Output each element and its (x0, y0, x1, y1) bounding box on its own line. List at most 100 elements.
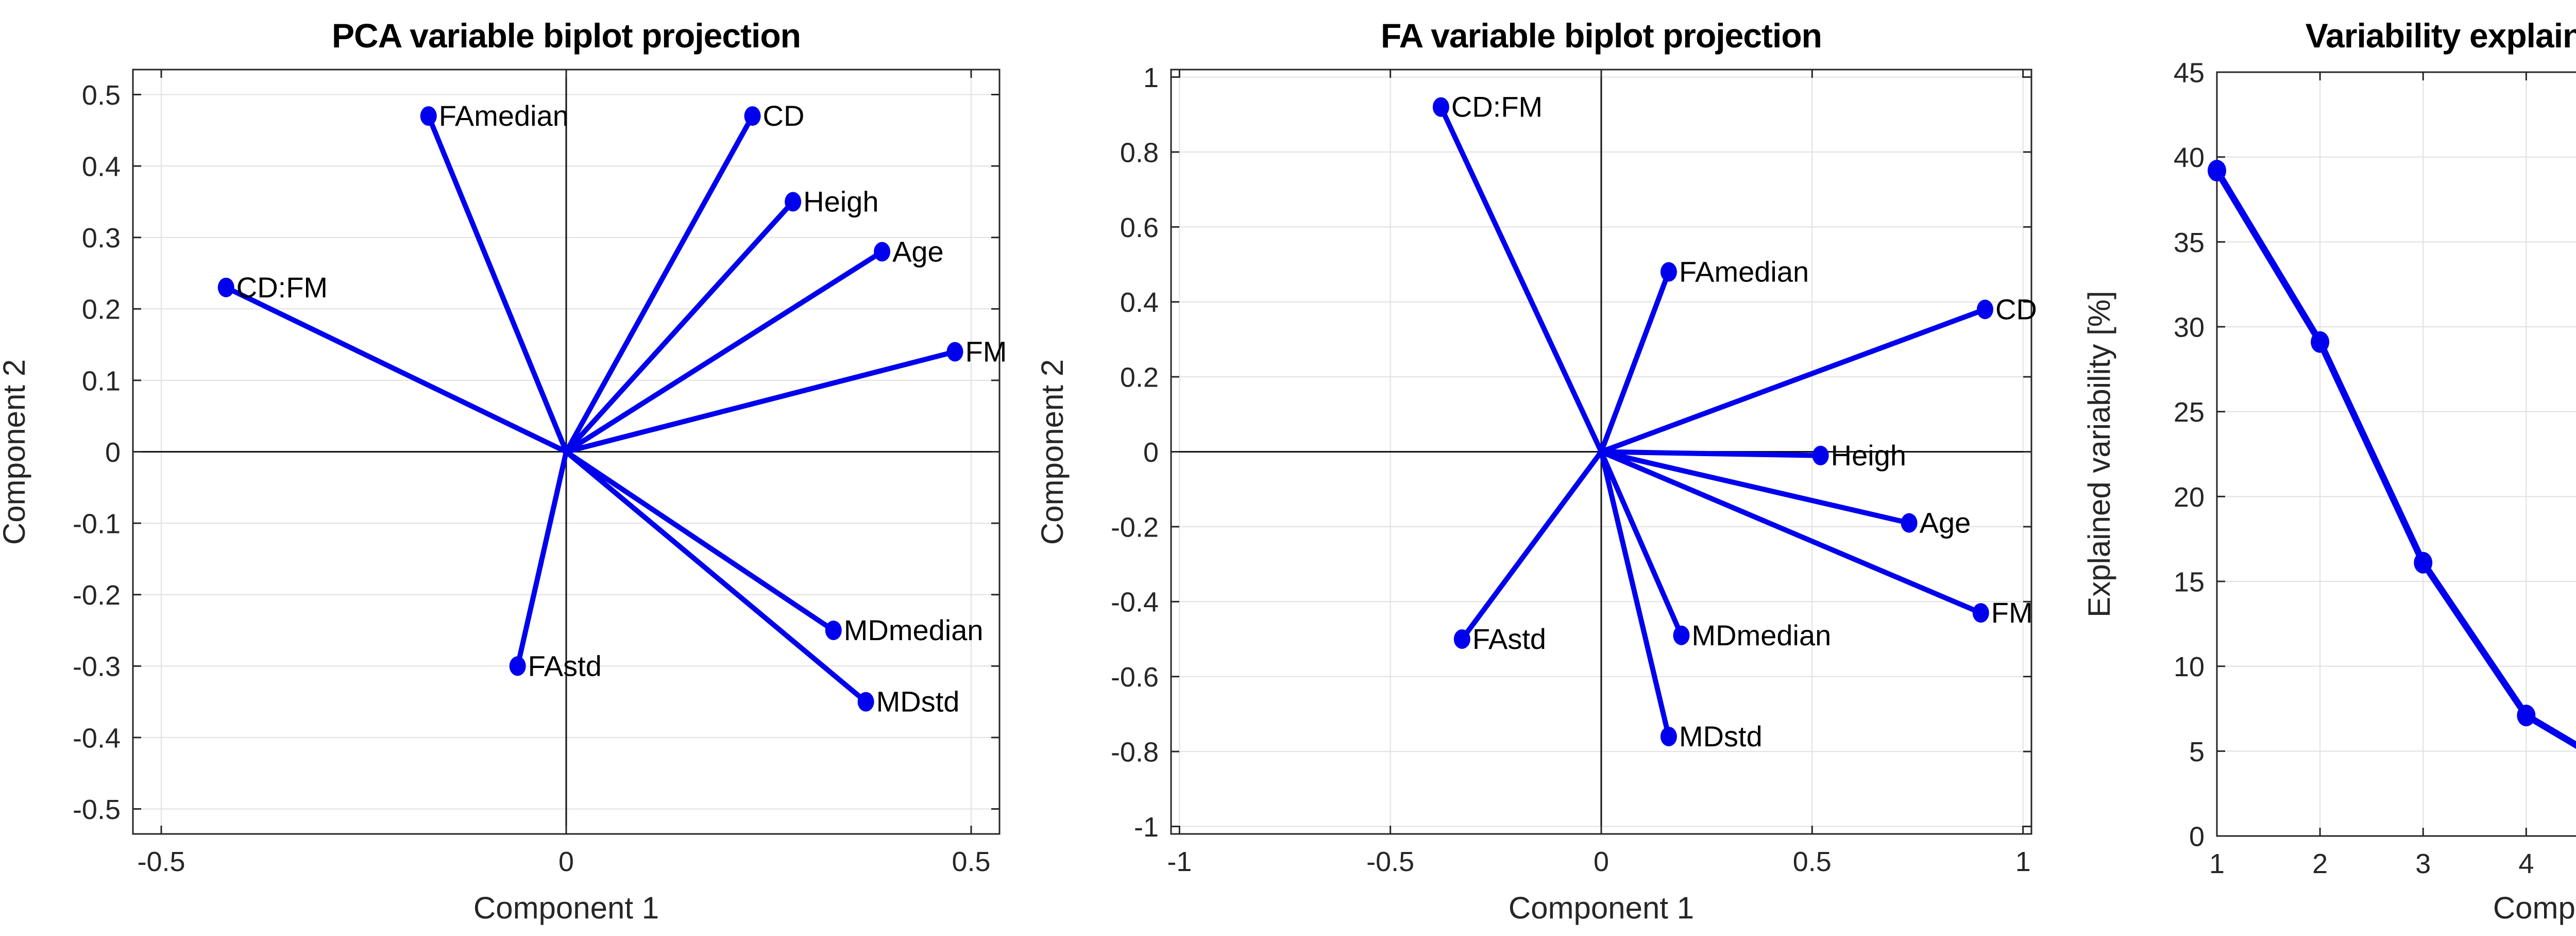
pca-chart-title: PCA variable biplot projection (332, 16, 801, 55)
y-tick-label: 0.5 (82, 80, 121, 111)
biplot-vector-line (1438, 104, 1604, 455)
y-tick-label: -0.5 (73, 794, 121, 825)
biplot-vector-line (223, 285, 569, 455)
biplot-vector-line (1599, 449, 1823, 458)
data-point-dot (2517, 705, 2536, 727)
y-tick-label: 30 (2174, 312, 2205, 343)
data-point-dot (1432, 97, 1449, 117)
y-tick-label: -0.8 (1111, 737, 1159, 768)
x-tick-label: 1 (2015, 846, 2031, 877)
point-label: MDstd (876, 686, 960, 718)
data-point-dot (744, 106, 761, 126)
y-tick-label: 25 (2174, 397, 2205, 428)
data-point-dot (825, 620, 842, 640)
point-label: MDmedian (844, 614, 984, 646)
point-label: Age (892, 235, 944, 268)
data-point-dot (1972, 603, 1989, 623)
data-point-dot (2311, 331, 2330, 353)
biplot-vector-line (564, 199, 796, 455)
biplot-vector-line (564, 249, 885, 455)
y-tick-label: -0.6 (1111, 662, 1159, 693)
data-point-dot (1812, 445, 1829, 465)
axis-frame (2216, 71, 2576, 837)
data-point-dot (874, 242, 891, 262)
y-tick-label: 15 (2174, 566, 2205, 597)
y-tick-label: 20 (2174, 482, 2205, 513)
y-tick-label: 1 (1143, 62, 1159, 93)
point-label: MDmedian (1692, 619, 1832, 651)
scree-plot-chart: 123456789051015202530354045 (2174, 57, 2576, 879)
point-label: Heigh (1831, 439, 1906, 472)
biplot-vector-line (564, 449, 869, 705)
y-tick-label: 0.1 (82, 365, 121, 396)
scree-chart-title: Variability explained per each component (2306, 16, 2576, 55)
x-tick-label: 0.5 (952, 846, 990, 877)
fa-chart-title: FA variable biplot projection (1381, 16, 1822, 55)
y-tick-label: -0.2 (1111, 512, 1159, 543)
data-point-dot (946, 342, 963, 362)
y-tick-label: 0.4 (82, 152, 121, 182)
biplot-vector-line (564, 113, 755, 455)
data-point-dot (509, 656, 526, 676)
x-tick-label: 0.5 (1793, 846, 1832, 877)
y-tick-label: 0.6 (1120, 212, 1159, 243)
biplot-vector-line (1459, 449, 1604, 642)
y-tick-label: 0.8 (1120, 137, 1159, 168)
y-tick-label: 35 (2174, 227, 2205, 258)
x-tick-label: 4 (2518, 848, 2534, 879)
point-label: FAstd (1472, 623, 1546, 655)
y-tick-label: 40 (2174, 142, 2205, 173)
y-tick-label: -0.1 (73, 509, 121, 540)
point-label: MDstd (1679, 720, 1762, 753)
point-label: FAmedian (1679, 256, 1809, 288)
data-point-dot (1453, 629, 1470, 649)
point-label: CD (763, 99, 805, 132)
y-tick-label: 45 (2174, 57, 2205, 88)
y-tick-label: -0.3 (73, 651, 121, 682)
y-tick-label: 0 (1143, 437, 1159, 468)
data-point-dot (217, 277, 234, 297)
biplot-vector-line (1599, 449, 1984, 616)
y-tick-label: -0.4 (1111, 587, 1159, 618)
pca-xaxis-label: Component 1 (473, 891, 659, 925)
scree-xaxis-label: Component number (2493, 891, 2576, 925)
y-tick-label: 0.2 (82, 294, 121, 325)
pca-biplot-chart: -0.5 0 0.5 -0.5 -0.4 -0.3 -0.2 -0.1 0 0.1 0.2 0.3 0.… (73, 69, 1007, 877)
data-point-dot (2414, 551, 2433, 574)
x-tick-label: 0 (558, 846, 574, 877)
y-tick-label: -1 (1134, 812, 1159, 843)
biplot-vector-line (564, 349, 958, 455)
biplot-vector-line (1599, 449, 1684, 638)
point-label: FAstd (528, 649, 602, 682)
data-point-dot (420, 106, 437, 126)
y-tick-label: -0.4 (73, 723, 121, 754)
x-tick-label: 0 (1594, 846, 1609, 877)
biplot-vector-line (1599, 449, 1671, 739)
x-tick-label: 1 (2209, 848, 2225, 879)
data-point-dot (857, 692, 874, 712)
y-tick-label: 0 (2189, 821, 2205, 852)
point-label: FAmedian (439, 99, 569, 132)
fa-yaxis-label: Component 2 (1035, 359, 1070, 545)
x-tick-label: -1 (1167, 846, 1192, 877)
point-label: FM (965, 336, 1007, 368)
data-point-dot (2208, 160, 2226, 182)
y-tick-label: 0 (105, 437, 121, 468)
point-label: FM (1991, 596, 2033, 629)
biplot-vector-line (1599, 307, 1988, 455)
biplot-vector-line (426, 113, 569, 455)
fa-xaxis-label: Component 1 (1509, 891, 1694, 925)
point-label: CD:FM (236, 271, 328, 304)
point-label: Age (1920, 507, 1971, 539)
biplot-vector-line (1599, 449, 1912, 526)
biplot-vector-line (515, 449, 569, 669)
scree-yaxis-label: Explained variability [%] (2082, 291, 2116, 617)
data-point-dot (1901, 513, 1918, 533)
data-point-dot (785, 192, 802, 212)
x-tick-label: -0.5 (137, 846, 185, 877)
point-label: CD (1995, 293, 2037, 325)
y-tick-label: -0.2 (73, 580, 121, 611)
pca-yaxis-label: Component 2 (0, 359, 31, 545)
